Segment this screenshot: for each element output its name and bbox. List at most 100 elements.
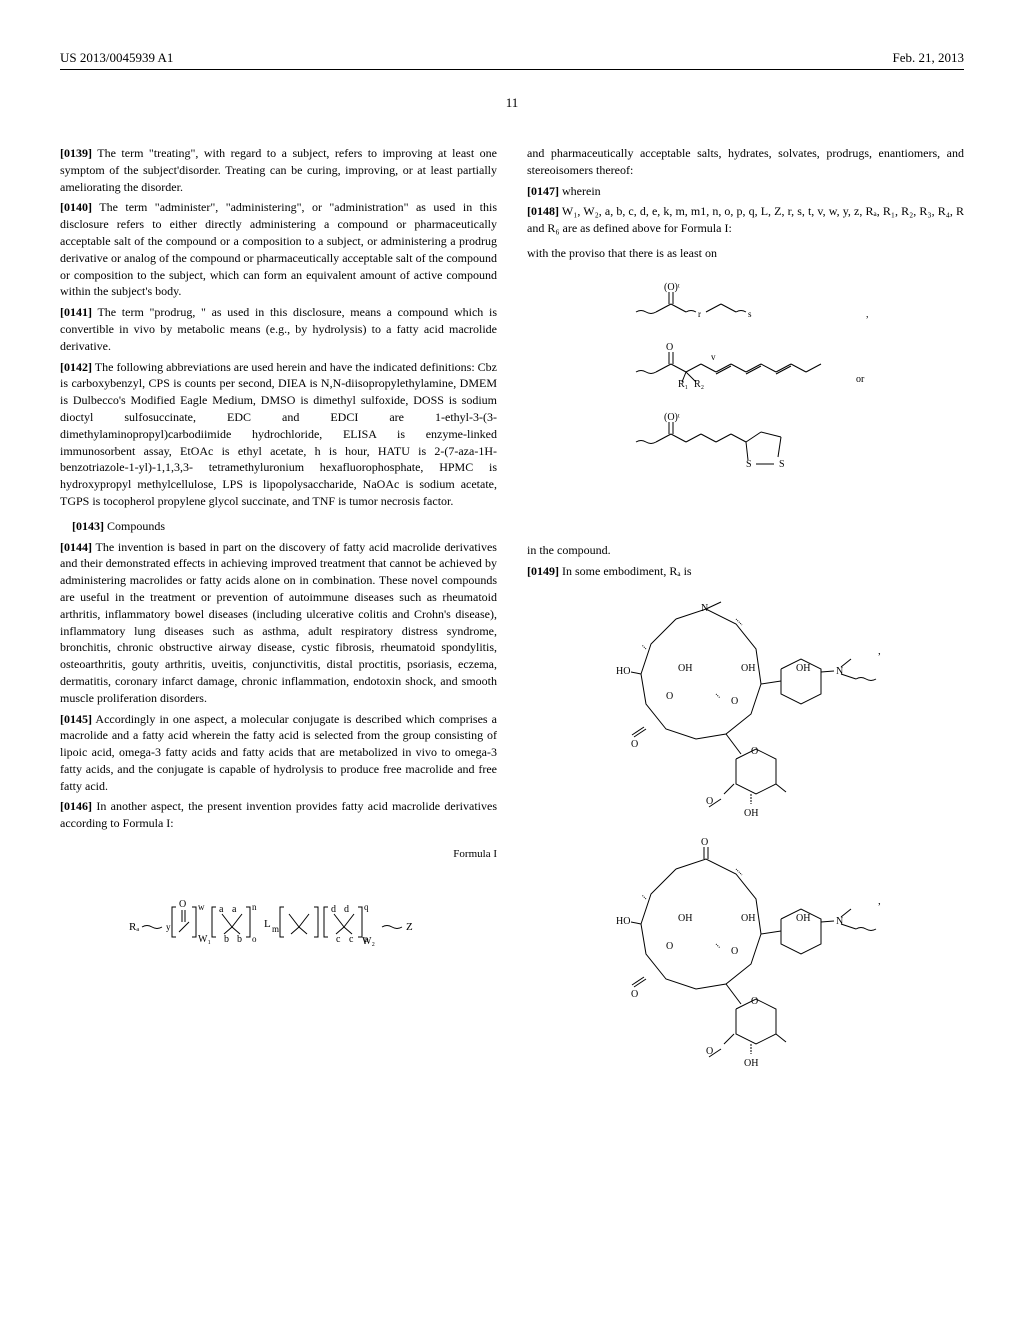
para-text: The invention is based in part on the di…	[60, 540, 497, 705]
para-0144: [0144] The invention is based in part on…	[60, 539, 497, 707]
para-0142: [0142] The following abbreviations are u…	[60, 359, 497, 510]
para-num: [0143]	[72, 519, 104, 533]
para-text: The term "prodrug, " as used in this dis…	[60, 305, 497, 353]
svg-text:O: O	[666, 691, 673, 702]
svg-text:w: w	[198, 902, 205, 912]
svg-text:O: O	[666, 342, 673, 353]
svg-text:O: O	[179, 899, 186, 910]
para-text: In another aspect, the present invention…	[60, 799, 497, 830]
svg-text:m: m	[272, 924, 279, 934]
para-text: The following abbreviations are used her…	[60, 360, 497, 508]
svg-text:N: N	[836, 916, 843, 927]
para-0141: [0141] The term "prodrug, " as used in t…	[60, 304, 497, 354]
svg-text:q: q	[364, 902, 369, 912]
svg-text:OH: OH	[741, 663, 755, 674]
left-column: [0139] The term "treating", with regard …	[60, 141, 497, 1139]
proviso-text: with the proviso that there is as least …	[527, 245, 964, 262]
svg-text:a: a	[219, 904, 224, 915]
svg-text:Rₐ: Rₐ	[129, 921, 139, 933]
svg-text:O: O	[751, 746, 758, 757]
page-number: 11	[60, 95, 964, 111]
para-num: [0142]	[60, 360, 92, 374]
para-text: Compounds	[107, 519, 165, 533]
svg-text:W₂: W₂	[362, 936, 375, 947]
svg-text:v: v	[711, 352, 716, 362]
para-0143: [0143] Compounds	[60, 518, 497, 535]
proviso-svg: (O)ᵗ r s , O R₁ R₂	[606, 282, 886, 522]
svg-text:d: d	[331, 904, 336, 915]
in-compound: in the compound.	[527, 542, 964, 559]
para-num: [0140]	[60, 200, 92, 214]
para-text: Accordingly in one aspect, a molecular c…	[60, 712, 497, 793]
svg-text:OH: OH	[678, 663, 692, 674]
svg-text:HO: HO	[616, 666, 630, 677]
para-0148: [0148] W₁, W₂, a, b, c, d, e, k, m, m1, …	[527, 203, 964, 237]
svg-text:OH: OH	[796, 913, 810, 924]
para-num: [0148]	[527, 204, 559, 218]
para-text: The term "administer", "administering", …	[60, 200, 497, 298]
svg-text:y: y	[166, 922, 171, 932]
svg-text:o: o	[252, 934, 257, 944]
svg-text:(O)ᵗ: (O)ᵗ	[664, 282, 680, 293]
svg-text:OH: OH	[796, 663, 810, 674]
svg-text:c: c	[349, 934, 354, 945]
content-columns: [0139] The term "treating", with regard …	[60, 141, 964, 1139]
para-num: [0149]	[527, 564, 559, 578]
svg-text:W₁: W₁	[198, 934, 211, 945]
para-text: wherein	[562, 184, 601, 198]
svg-text:OH: OH	[744, 808, 758, 819]
para-0140: [0140] The term "administer", "administe…	[60, 199, 497, 300]
svg-text:OH: OH	[678, 913, 692, 924]
svg-text:N: N	[836, 666, 843, 677]
para-num: [0147]	[527, 184, 559, 198]
para-0146: [0146] In another aspect, the present in…	[60, 798, 497, 832]
svg-text:S: S	[746, 459, 752, 470]
svg-text:,: ,	[866, 309, 869, 320]
para-text: In some embodiment, Rₐ is	[562, 564, 692, 578]
svg-text:b: b	[237, 934, 242, 945]
svg-text:b: b	[224, 934, 229, 945]
svg-text:O: O	[666, 941, 673, 952]
svg-text:O: O	[731, 696, 738, 707]
svg-text:HO: HO	[616, 916, 630, 927]
para-num: [0141]	[60, 305, 92, 319]
para-num: [0145]	[60, 712, 92, 726]
para-num: [0144]	[60, 540, 92, 554]
svg-text:,: ,	[878, 645, 881, 657]
svg-text:a: a	[232, 904, 237, 915]
macrolide-structures: N HO OH OH O O O	[527, 599, 964, 1119]
svg-text:d: d	[344, 904, 349, 915]
svg-text:(O)ᵗ: (O)ᵗ	[664, 412, 680, 423]
svg-text:R₂: R₂	[694, 379, 704, 390]
svg-text:O: O	[631, 989, 638, 1000]
svg-text:O: O	[751, 996, 758, 1007]
para-num: [0146]	[60, 799, 92, 813]
header-left: US 2013/0045939 A1	[60, 50, 173, 66]
formula-i-structure: Rₐ y O w W₁ a a	[60, 882, 497, 952]
header-right: Feb. 21, 2013	[893, 50, 965, 66]
svg-text:Z: Z	[406, 921, 413, 933]
svg-text:L: L	[264, 918, 271, 930]
formula-i-svg: Rₐ y O w W₁ a a	[124, 882, 434, 952]
svg-text:OH: OH	[744, 1058, 758, 1069]
svg-text:s: s	[748, 309, 752, 319]
macrolide-svg: N HO OH OH O O O	[576, 599, 916, 1119]
svg-text:n: n	[252, 902, 257, 912]
svg-text:O: O	[631, 739, 638, 750]
svg-text:OH: OH	[741, 913, 755, 924]
svg-text:,: ,	[878, 895, 881, 907]
para-0149: [0149] In some embodiment, Rₐ is	[527, 563, 964, 580]
proviso-structures: (O)ᵗ r s , O R₁ R₂	[527, 282, 964, 522]
para-0145: [0145] Accordingly in one aspect, a mole…	[60, 711, 497, 795]
right-column: and pharmaceutically acceptable salts, h…	[527, 141, 964, 1139]
svg-text:O: O	[701, 837, 708, 848]
para-num: [0139]	[60, 146, 92, 160]
para-text: W₁, W₂, a, b, c, d, e, k, m, m1, n, o, p…	[527, 204, 964, 235]
para-0147: [0147] wherein	[527, 183, 964, 200]
svg-text:r: r	[698, 309, 701, 319]
svg-text:O: O	[731, 946, 738, 957]
intro-text: and pharmaceutically acceptable salts, h…	[527, 145, 964, 179]
svg-text:S: S	[779, 459, 785, 470]
svg-text:or: or	[856, 374, 865, 385]
svg-text:c: c	[336, 934, 341, 945]
